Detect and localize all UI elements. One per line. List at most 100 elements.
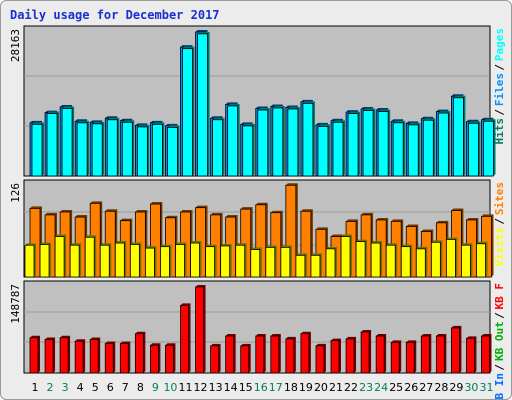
kbytes-bar-kb-f [59, 337, 69, 374]
hits_files_pages-bar-pages [422, 119, 434, 177]
hits_files_pages-bar-pages [272, 107, 284, 177]
legend-separator: / [493, 218, 506, 225]
hits_files_pages-bar-pages-depth [302, 101, 315, 176]
visits_sites-bar-visits-depth [100, 243, 112, 277]
hits_files_pages-bar-pages-depth [483, 119, 496, 176]
hits_files_pages-bar-pages [302, 102, 314, 177]
hits_files_pages-bar-pages-depth [272, 105, 285, 176]
hits_files_pages-bar-pages-depth [378, 109, 391, 176]
hits_files_pages-bar-pages-depth [317, 124, 330, 176]
visits_sites-bar-visits [265, 246, 276, 278]
hits_files_pages-bar-pages [407, 124, 419, 177]
visits_sites-bar-visits [340, 236, 351, 278]
x-tick-label: 14 [224, 381, 238, 394]
x-tick-label: 9 [152, 381, 159, 394]
hits_files_pages-ymax-label: 28163 [9, 29, 22, 62]
x-tick-label: 10 [163, 381, 177, 394]
visits_sites-bar-visits [84, 236, 95, 278]
hits_files_pages-bar-pages [91, 123, 103, 177]
hits_files_pages-bar-pages-depth [107, 117, 120, 176]
visits_sites-bar-visits [175, 244, 185, 278]
kbytes-bar-kb-f [149, 344, 159, 374]
visits_sites-bar-visits-depth [431, 240, 443, 277]
hits_files_pages-bar-pages-depth [287, 107, 300, 176]
hits_files_pages-bar-pages [136, 126, 148, 177]
hits_files_pages-bar-pages-depth [408, 122, 421, 176]
kbytes-bar-kb-f [134, 333, 144, 374]
visits_sites-bar-visits-depth [250, 247, 262, 277]
visits_sites-bar-visits-depth [175, 242, 187, 277]
kbytes-bar-kb-f [29, 337, 39, 374]
visits_sites-bar-sites [149, 203, 161, 278]
kbytes-bar-kb-f [255, 335, 265, 374]
x-tick-label: 11 [179, 381, 193, 394]
x-tick-label: 30 [464, 381, 478, 394]
x-tick-label: 16 [254, 381, 268, 394]
legend-entry: Pages [493, 28, 506, 61]
hits_files_pages-bar-pages [151, 123, 163, 177]
visits_sites-bar-visits [160, 246, 170, 278]
x-tick-label: 5 [92, 381, 99, 394]
visits_sites-bar-visits [325, 248, 336, 278]
hits_files_pages-bar-pages-depth [227, 103, 240, 176]
legend-entry: KB Out [493, 321, 506, 361]
visits_sites-bar-visits-depth [326, 246, 337, 277]
visits_sites-bar-visits-depth [416, 246, 428, 277]
hits_files_pages-bar-pages-depth [137, 124, 150, 176]
visits_sites-bar-visits [220, 245, 231, 278]
hits_files_pages-bar-pages-depth [182, 46, 195, 176]
kbytes-bar-kb-f [300, 333, 310, 374]
kbytes-bar-kb-f [165, 344, 174, 374]
hits_files_pages-bar-pages [182, 48, 193, 177]
legend-entry: Visits [493, 227, 506, 267]
visits_sites-bar-visits-depth [40, 242, 52, 277]
hits_files_pages-bar-pages-depth [122, 120, 135, 176]
hits_files_pages-bar-pages-depth [47, 111, 60, 176]
visits_sites-bar-visits-depth [55, 234, 67, 277]
visits_sites-bar-visits [250, 249, 261, 278]
legend-separator: / [493, 364, 506, 371]
legend-entry: KB F [493, 283, 506, 310]
visits_sites-bar-visits [355, 241, 366, 278]
visits_sites-bar-sites [270, 212, 282, 278]
x-tick-label: 25 [389, 381, 403, 394]
hits_files_pages-bar-pages-depth [62, 106, 75, 176]
visits_sites-bar-visits [476, 243, 486, 278]
visits_sites-bar-visits-depth [446, 237, 458, 277]
hits_files_pages-bar-pages [257, 109, 269, 177]
x-tick-label: 23 [359, 381, 373, 394]
visits_sites-bar-visits [39, 244, 50, 278]
visits_sites-bar-visits-depth [145, 246, 157, 277]
visits_sites-bar-visits-depth [25, 243, 36, 277]
hits_files_pages-bar-pages [76, 122, 88, 177]
visits_sites-bar-visits [295, 254, 306, 278]
visits_sites-bar-visits-depth [386, 243, 398, 277]
kbytes-bar-kb-f [180, 304, 189, 374]
x-tick-label: 13 [209, 381, 223, 394]
kbytes-bar-kb-f [195, 286, 204, 374]
visits_sites-bar-visits-depth [115, 241, 127, 277]
visits_sites-bar-visits [144, 247, 155, 278]
visits_sites-bar-sites-depth [481, 214, 494, 277]
hits_files_pages-bar-pages [46, 113, 58, 177]
hits_files_pages-bar-pages [317, 126, 329, 177]
visits_sites-bar-visits-depth [461, 243, 473, 277]
hits_files_pages-bar-pages [227, 105, 239, 177]
kbytes-bar-kb-f [270, 335, 280, 374]
hits_files_pages-bar-pages [332, 121, 344, 177]
visits_sites-bar-visits-depth [235, 243, 247, 277]
x-tick-label: 18 [284, 381, 298, 394]
hits_files_pages-bar-pages-depth [393, 120, 406, 176]
hits_files_pages-bar-pages-depth [363, 108, 376, 176]
hits_files_pages-bar-pages-depth [468, 121, 481, 176]
visits_sites-bar-visits [385, 244, 396, 278]
kbytes-bar-kb-f [450, 327, 460, 374]
hits_files_pages-bar-pages-depth [77, 120, 90, 176]
visits_sites-bar-visits-depth [190, 241, 202, 277]
visits_sites-bar-visits [205, 246, 216, 278]
hits_files_pages-bar-pages [437, 112, 449, 177]
x-tick-label: 28 [434, 381, 448, 394]
kbytes-bar-kb-f [104, 343, 114, 374]
x-tick-label: 8 [137, 381, 144, 394]
x-tick-label: 21 [329, 381, 343, 394]
